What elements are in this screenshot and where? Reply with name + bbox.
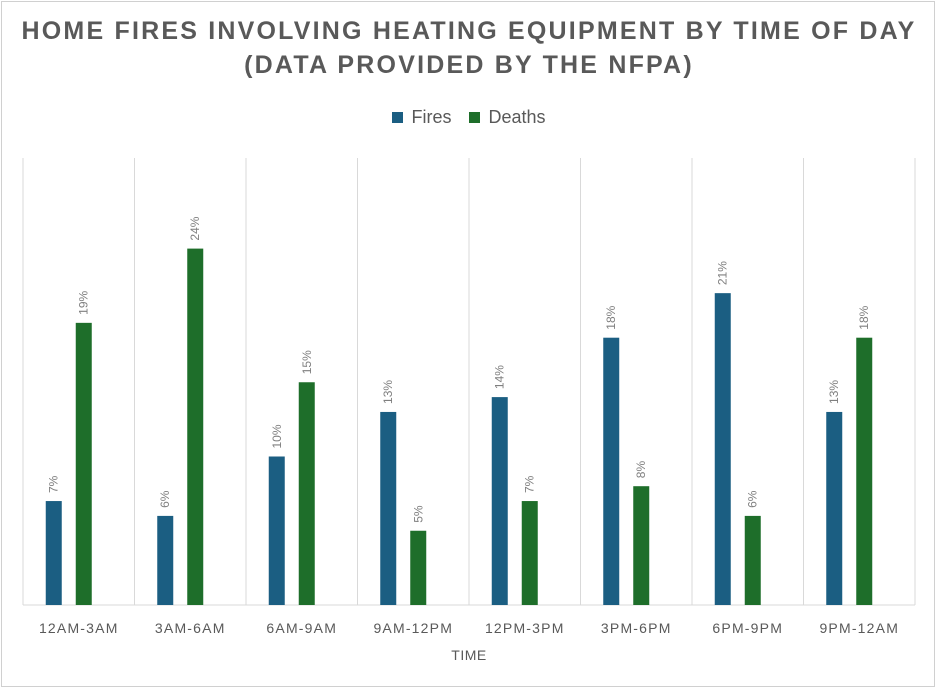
legend-label-deaths: Deaths	[488, 106, 546, 127]
data-label: 13%	[381, 380, 395, 404]
data-label: 24%	[188, 216, 202, 240]
x-tick-label: 9PM-12AM	[819, 620, 899, 636]
data-label: 6%	[746, 490, 760, 508]
x-tick-label: 12AM-3AM	[39, 620, 119, 636]
bar-fires	[826, 411, 843, 605]
data-label: 5%	[411, 505, 425, 523]
legend-item-fires: Fires	[392, 107, 451, 128]
legend-swatch-fires	[392, 111, 404, 123]
x-tick-label: 9AM-12PM	[373, 620, 453, 636]
chart-title: HOME FIRES INVOLVING HEATING EQUIPMENT B…	[21, 17, 917, 79]
x-tick-label: 6PM-9PM	[712, 620, 783, 636]
bar-fires	[45, 501, 62, 605]
bar-fires	[268, 456, 285, 605]
bar-deaths	[633, 486, 650, 605]
bar-deaths	[75, 322, 92, 605]
bar-deaths	[410, 530, 427, 605]
bar-deaths	[744, 515, 761, 605]
data-label: 14%	[493, 365, 507, 389]
bar-fires	[380, 411, 397, 605]
x-tick-label: 3PM-6PM	[601, 620, 672, 636]
legend-swatch-deaths	[469, 111, 481, 123]
bar-deaths	[298, 382, 315, 605]
bar-deaths	[521, 501, 538, 605]
bar-fires	[157, 515, 174, 605]
data-label: 7%	[47, 475, 61, 493]
data-label: 10%	[270, 424, 284, 448]
data-label: 21%	[716, 261, 730, 285]
data-label: 8%	[634, 461, 648, 479]
data-label: 6%	[158, 490, 172, 508]
legend-item-deaths: Deaths	[469, 106, 546, 128]
data-label: 15%	[300, 350, 314, 374]
bar-fires	[491, 397, 508, 605]
data-label: 19%	[77, 291, 91, 315]
legend: Fires Deaths	[0, 105, 938, 129]
x-tick-label: 6AM-9AM	[266, 620, 337, 636]
x-tick-label: 3AM-6AM	[155, 620, 226, 636]
data-label: 18%	[604, 305, 618, 329]
data-label: 13%	[827, 380, 841, 404]
data-label: 18%	[857, 305, 871, 329]
x-tick-label: 12PM-3PM	[485, 620, 565, 636]
bar-deaths	[187, 248, 204, 605]
bar-deaths	[856, 337, 873, 605]
bar-fires	[603, 337, 620, 605]
x-axis-title: TIME	[451, 647, 486, 663]
data-label: 7%	[523, 475, 537, 493]
bar-fires	[714, 293, 731, 605]
legend-label-fires: Fires	[411, 106, 452, 127]
